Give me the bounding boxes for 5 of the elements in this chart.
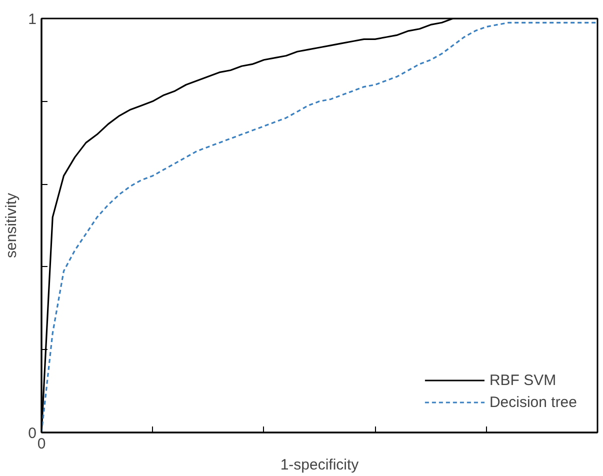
x-axis-title: 1-specificity bbox=[280, 456, 360, 474]
y-axis-title: sensitivity bbox=[3, 192, 20, 258]
legend-label: RBF SVM bbox=[489, 372, 556, 388]
y-tick-label: 1 bbox=[28, 11, 36, 28]
legend-label: Decision tree bbox=[489, 394, 577, 410]
